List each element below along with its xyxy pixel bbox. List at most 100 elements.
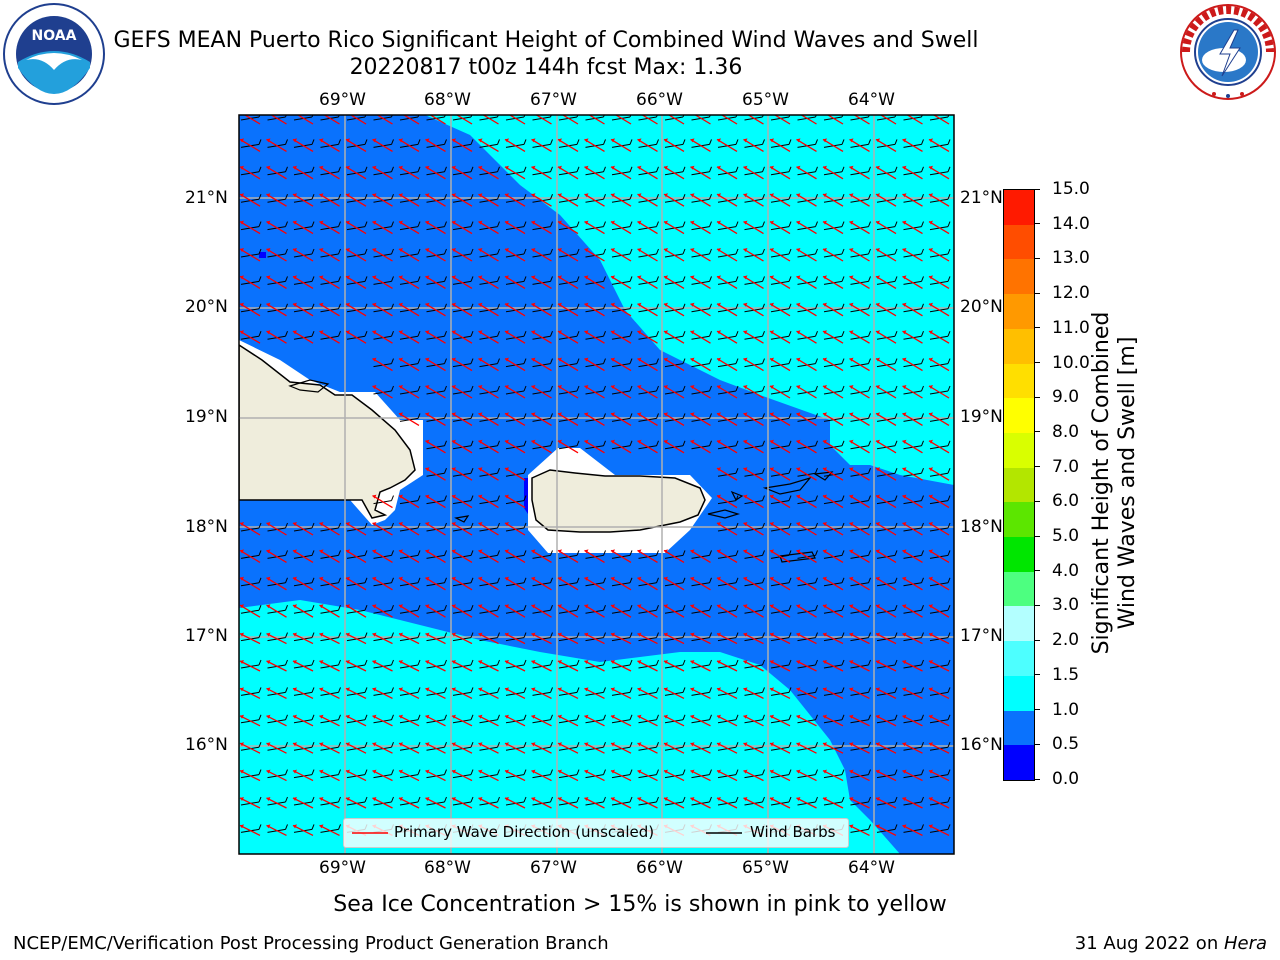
- vector-glyph: [902, 138, 924, 152]
- wind-barb-flag: [338, 139, 341, 145]
- wave-direction-arrowhead: [823, 357, 827, 362]
- wind-barb-flag: [603, 221, 606, 227]
- vector-glyph: [743, 165, 765, 180]
- wave-direction-arrowhead: [611, 687, 615, 692]
- wave-direction-arrow: [690, 687, 711, 699]
- wind-barb-flag: [470, 440, 474, 446]
- vector-glyph: [743, 576, 765, 591]
- wind-barb-flag: [338, 331, 341, 337]
- wind-barb-flag: [656, 440, 659, 446]
- wave-direction-arrowhead: [372, 660, 377, 664]
- wave-direction-arrowhead: [425, 248, 430, 252]
- vector-glyph: [319, 824, 341, 836]
- wave-direction-arrowhead: [584, 220, 589, 225]
- wave-direction-arrow: [478, 166, 499, 180]
- wave-direction-arrow: [663, 248, 685, 262]
- wave-direction-arrow: [425, 467, 446, 481]
- vector-glyph: [822, 193, 845, 207]
- vector-glyph: [319, 248, 341, 262]
- vector-glyph: [663, 576, 686, 591]
- wind-barb-flag: [603, 659, 606, 666]
- wave-direction-arrow: [561, 115, 579, 125]
- wave-direction-arrow: [637, 715, 658, 727]
- wave-direction-arrowhead: [452, 549, 456, 554]
- wind-barb-flag: [735, 522, 739, 529]
- wave-direction-arrowhead: [558, 769, 562, 774]
- chart-subtitle: 20220817 t00z 144h fcst Max: 1.36: [349, 55, 743, 80]
- wind-barb-flag: [656, 605, 659, 611]
- wave-direction-arrow: [425, 495, 446, 509]
- vector-glyph: [398, 549, 421, 563]
- wave-direction-arrow: [932, 115, 950, 125]
- vector-glyph: [266, 138, 288, 152]
- vector-glyph: [504, 302, 527, 317]
- wave-direction-arrow: [451, 330, 473, 344]
- wave-direction-arrow: [743, 358, 764, 372]
- wave-direction-arrowhead: [346, 769, 350, 774]
- wave-direction-arrowhead: [637, 687, 642, 692]
- wave-direction-arrowhead: [717, 494, 721, 499]
- wind-barb-flag: [417, 550, 421, 556]
- wave-direction-arrow: [266, 138, 287, 152]
- vector-glyph: [743, 193, 765, 207]
- wave-direction-arrow: [239, 577, 261, 591]
- wave-direction-arrowhead: [531, 330, 536, 335]
- lat-label-right: 21°N: [960, 188, 1003, 208]
- wave-direction-arrowhead: [425, 193, 430, 198]
- wave-direction-arrow: [292, 577, 314, 591]
- vector-glyph: [928, 687, 951, 699]
- wind-barb-flag: [815, 605, 818, 611]
- vector-glyph: [292, 522, 315, 536]
- wave-direction-arrowhead: [531, 549, 536, 554]
- lat-label-left: 21°N: [185, 188, 228, 208]
- wave-direction-arrow: [849, 604, 870, 618]
- wind-barb-flag: [709, 550, 712, 556]
- vector-glyph: [717, 115, 738, 125]
- vector-glyph: [292, 632, 315, 645]
- vector-glyph: [239, 275, 262, 289]
- wave-direction-arrowhead: [902, 302, 907, 307]
- wave-direction-arrow: [690, 660, 711, 672]
- wave-direction-arrow: [266, 193, 287, 207]
- wind-barb-flag: [735, 276, 739, 282]
- wind-barb-flag: [444, 714, 447, 720]
- vector-glyph: [584, 576, 606, 591]
- wave-direction-arrow: [875, 138, 897, 152]
- wave-direction-arrowhead: [531, 439, 536, 444]
- wave-direction-arrowhead: [505, 576, 509, 581]
- vector-glyph: [902, 220, 924, 235]
- vector-glyph: [531, 302, 553, 317]
- wind-barb-flag: [364, 577, 368, 583]
- wave-direction-arrow: [349, 115, 367, 125]
- wave-direction-arrow: [690, 221, 711, 235]
- vector-glyph: [531, 632, 553, 645]
- vector-glyph: [346, 115, 367, 125]
- vector-glyph: [557, 742, 580, 754]
- wave-direction-arrowhead: [770, 330, 774, 335]
- wave-direction-arrowhead: [664, 769, 668, 774]
- wind-barb-flag: [894, 139, 898, 145]
- wave-direction-arrowhead: [452, 385, 456, 389]
- wind-barb-flag: [894, 303, 898, 309]
- wave-direction-arrow: [743, 604, 764, 618]
- wind-barb-flag: [417, 495, 421, 501]
- wave-direction-arrowhead: [823, 302, 827, 307]
- wave-direction-arrow: [319, 604, 340, 618]
- wave-direction-arrow: [372, 358, 393, 372]
- vector-glyph: [239, 165, 262, 180]
- wave-direction-arrowhead: [452, 330, 456, 335]
- wave-direction-arrowhead: [823, 494, 827, 499]
- wave-direction-arrowhead: [823, 687, 827, 692]
- vector-glyph: [690, 220, 712, 235]
- wind-barb-flag: [444, 276, 447, 282]
- vector-glyph: [451, 439, 474, 454]
- wave-direction-arrowhead: [452, 439, 456, 444]
- wave-direction-arrowhead: [770, 797, 774, 801]
- wave-direction-arrowhead: [319, 714, 324, 719]
- wave-direction-arrow: [292, 797, 314, 809]
- wind-barb-flag: [629, 303, 633, 309]
- vector-glyph: [584, 385, 606, 399]
- wave-direction-arrow: [902, 633, 923, 645]
- vector-glyph: [663, 220, 686, 235]
- lat-label-right: 18°N: [960, 517, 1003, 537]
